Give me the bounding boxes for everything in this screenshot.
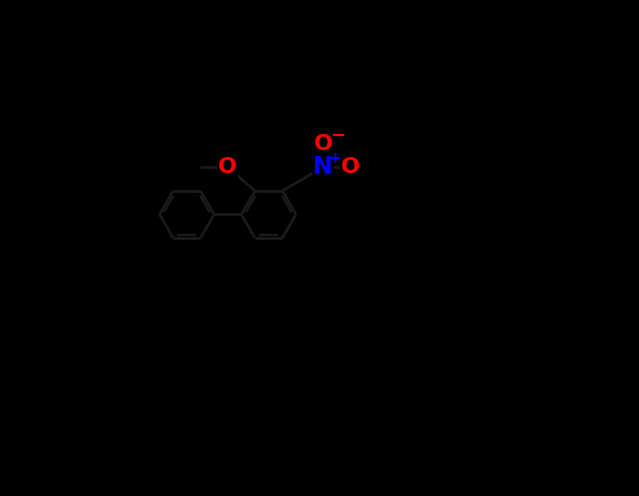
Text: +: + <box>328 151 341 166</box>
Text: O: O <box>219 157 237 177</box>
Text: N: N <box>313 155 333 179</box>
Text: O: O <box>341 157 360 177</box>
Text: −: − <box>330 126 346 145</box>
Text: O: O <box>314 133 333 154</box>
